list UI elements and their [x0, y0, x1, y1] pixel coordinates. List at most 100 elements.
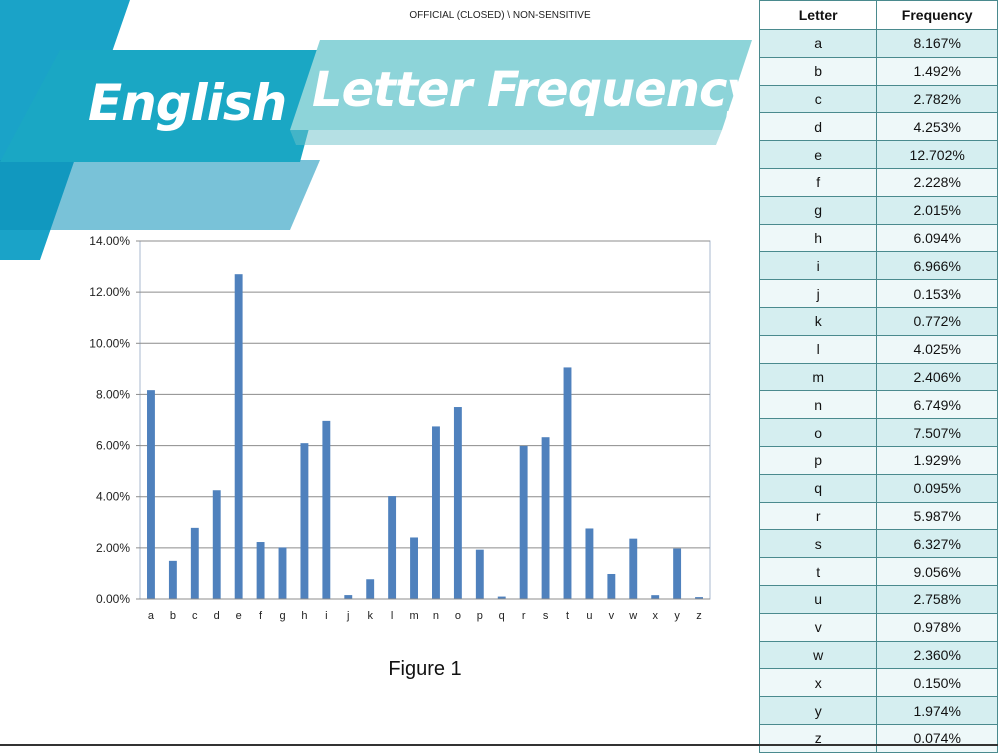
- table-row: z 0.074%: [758, 723, 998, 753]
- bar-c: [190, 527, 199, 599]
- bar-b: [168, 560, 177, 599]
- letter-frequency-banner: [290, 40, 752, 130]
- x-tick-label: q: [499, 610, 505, 622]
- cell-frequency: 4.253%: [876, 112, 998, 142]
- x-tick-label: y: [674, 610, 680, 622]
- bar-w: [629, 538, 638, 599]
- x-tick-label: a: [148, 610, 155, 622]
- frequency-table: Letter Frequency a 8.167% b 1.492% c 2.782% d 4…: [758, 0, 998, 753]
- cell-letter: o: [758, 418, 878, 447]
- table-row: v 0.978%: [758, 612, 998, 642]
- cell-letter: p: [758, 445, 878, 475]
- table-row: g 2.015%: [758, 195, 998, 225]
- table-row: m 2.406%: [758, 362, 998, 392]
- classification-header: OFFICIAL (CLOSED) \ NON-SENSITIVE: [409, 10, 591, 21]
- cell-letter: b: [758, 56, 878, 86]
- bar-i: [322, 420, 331, 599]
- cell-letter: v: [758, 612, 878, 642]
- bar-v: [607, 573, 616, 599]
- y-tick-label: 0.00%: [96, 592, 130, 606]
- x-tick-label: s: [543, 610, 549, 622]
- bar-r: [519, 445, 528, 599]
- cell-frequency: 6.966%: [876, 251, 998, 281]
- y-tick-label: 2.00%: [96, 541, 130, 555]
- x-tick-label: r: [522, 610, 526, 622]
- x-tick-label: j: [346, 610, 349, 622]
- figure-caption: Figure 1: [388, 658, 462, 680]
- cell-letter: h: [758, 223, 878, 253]
- cell-frequency: 1.929%: [876, 445, 998, 475]
- x-tick-label: n: [433, 610, 439, 622]
- header-frequency: Frequency: [876, 0, 998, 30]
- cell-letter: l: [758, 334, 878, 364]
- cell-letter: d: [758, 112, 878, 142]
- header-letter: Letter: [758, 0, 878, 30]
- x-tick-label: f: [259, 610, 263, 622]
- cell-letter: g: [758, 195, 878, 225]
- y-tick-label: 14.00%: [89, 234, 130, 248]
- x-tick-label: c: [192, 610, 198, 622]
- cell-frequency: 5.987%: [876, 501, 998, 531]
- shadow-banner: [0, 160, 320, 230]
- cell-frequency: 2.015%: [876, 195, 998, 225]
- cell-letter: q: [758, 473, 878, 503]
- cell-letter: e: [758, 140, 878, 169]
- cell-frequency: 6.094%: [876, 223, 998, 253]
- plot-area: [139, 240, 711, 600]
- x-tick-label: h: [301, 610, 307, 622]
- bar-n: [432, 426, 440, 599]
- bar-z: [695, 597, 703, 599]
- bottom-divider: [0, 744, 998, 746]
- table-row: r 5.987%: [758, 501, 998, 531]
- y-tick-label: 4.00%: [96, 490, 130, 504]
- table-header-row: Letter Frequency: [758, 0, 998, 30]
- cell-frequency: 6.327%: [876, 529, 998, 559]
- table-row: u 2.758%: [758, 584, 998, 614]
- x-tick-label: u: [586, 610, 592, 622]
- cell-frequency: 6.749%: [876, 390, 998, 420]
- cell-letter: n: [758, 390, 878, 420]
- table-row: x 0.150%: [758, 668, 998, 698]
- y-tick-label: 12.00%: [89, 285, 130, 299]
- table-row: b 1.492%: [758, 56, 998, 86]
- x-tick-label: g: [279, 610, 285, 622]
- cell-frequency: 2.228%: [876, 167, 998, 197]
- bar-u: [585, 528, 594, 599]
- cell-frequency: 8.167%: [876, 29, 998, 58]
- table-row: i 6.966%: [758, 251, 998, 281]
- bar-q: [497, 596, 506, 599]
- bar-s: [541, 437, 550, 599]
- cell-letter: r: [758, 501, 878, 531]
- table-row: t 9.056%: [758, 557, 998, 586]
- table-row: s 6.327%: [758, 529, 998, 559]
- bar-y: [673, 548, 682, 599]
- table-row: p 1.929%: [758, 445, 998, 475]
- bar-a: [147, 390, 155, 599]
- x-tick-label: w: [628, 610, 637, 622]
- table-row: k 0.772%: [758, 306, 998, 336]
- cell-letter: i: [758, 251, 878, 281]
- cell-letter: c: [758, 84, 878, 114]
- title-letter-frequency: Letter Frequency: [312, 62, 758, 118]
- bar-f: [256, 542, 265, 599]
- table-row: o 7.507%: [758, 418, 998, 447]
- x-tick-label: d: [214, 610, 220, 622]
- bar-j: [344, 595, 353, 599]
- x-tick-label: z: [696, 610, 702, 622]
- cell-letter: j: [758, 279, 878, 308]
- x-tick-label: b: [170, 610, 176, 622]
- y-tick-label: 6.00%: [96, 439, 130, 453]
- bar-h: [300, 443, 309, 599]
- cell-letter: w: [758, 640, 878, 670]
- cell-frequency: 4.025%: [876, 334, 998, 364]
- x-tick-label: x: [652, 610, 658, 622]
- cell-letter: a: [758, 29, 878, 58]
- cell-letter: z: [758, 723, 878, 753]
- bar-g: [278, 547, 287, 599]
- table-row: l 4.025%: [758, 334, 998, 364]
- cell-letter: f: [758, 167, 878, 197]
- letter-frequency-chart: 0.00% 2.00% 4.00% 6.00% 8.00% 10.00% 12.00% 14.…: [89, 234, 711, 622]
- cell-frequency: 2.360%: [876, 640, 998, 670]
- cell-letter: y: [758, 696, 878, 725]
- x-tick-label: o: [455, 610, 461, 622]
